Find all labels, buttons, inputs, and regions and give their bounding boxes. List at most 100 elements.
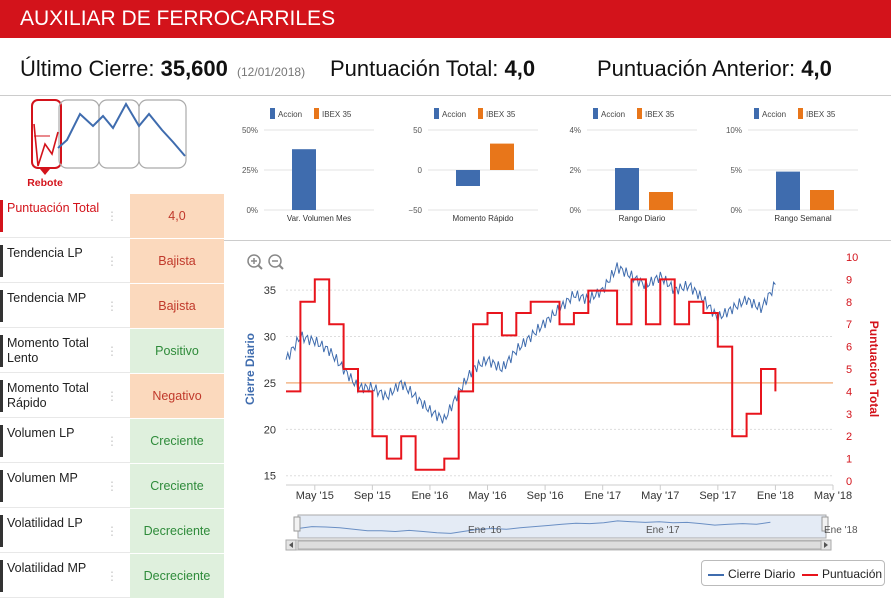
- info-icon[interactable]: ⋮: [106, 209, 114, 223]
- prev-score-label: Puntuación Anterior:: [597, 56, 795, 81]
- info-icon[interactable]: ⋮: [106, 569, 114, 583]
- legend-swatch-close: [708, 574, 724, 576]
- pattern-box: [139, 100, 186, 168]
- indicator-value: 4,0: [130, 194, 224, 238]
- x-tick-label: Ene '17: [584, 490, 621, 502]
- info-icon[interactable]: ⋮: [106, 479, 114, 493]
- total-score-value: 4,0: [505, 56, 536, 81]
- total-score-label: Puntuación Total:: [330, 56, 498, 81]
- y-tick-label: 50: [413, 126, 422, 135]
- y-tick-label: 0: [418, 166, 423, 175]
- bar-accion[interactable]: [615, 168, 639, 210]
- indicator-label: Volumen MP: [7, 471, 102, 486]
- mini-chart-title: Momento Rápido: [453, 214, 514, 223]
- bar-accion[interactable]: [292, 149, 316, 210]
- series-close-line[interactable]: [286, 263, 775, 424]
- navigator-left-handle[interactable]: [294, 517, 300, 531]
- pattern-pointer-icon: [40, 169, 50, 175]
- bar-ibex[interactable]: [490, 144, 514, 170]
- pattern-box: [99, 100, 139, 168]
- legend-swatch: [754, 108, 759, 119]
- info-icon[interactable]: ⋮: [106, 389, 114, 403]
- info-icon[interactable]: ⋮: [106, 524, 114, 538]
- legend-label: Accion: [601, 110, 625, 119]
- y-tick-label: 0%: [246, 206, 258, 215]
- legend-label: Accion: [278, 110, 302, 119]
- y-left-tick-label: 20: [264, 424, 276, 436]
- y-left-tick-label: 25: [264, 378, 276, 390]
- pattern-sparkline-icon: Rebote: [0, 96, 224, 194]
- indicator-row: Volatilidad LP⋮Decreciente: [0, 509, 224, 553]
- legend-swatch: [798, 108, 803, 119]
- y-right-tick-label: 0: [846, 476, 852, 488]
- pattern-label: Rebote: [27, 177, 63, 189]
- bar-ibex[interactable]: [810, 190, 834, 210]
- prev-score: Puntuación Anterior: 4,0: [597, 56, 832, 82]
- navigator-label: Ene '17: [646, 525, 680, 536]
- legend-label: IBEX 35: [645, 110, 675, 119]
- bar-accion[interactable]: [456, 170, 480, 186]
- y-right-axis-title: Puntuacion Total: [867, 321, 881, 417]
- mini-chart-title: Rango Diario: [619, 214, 666, 223]
- legend-item-score[interactable]: Puntuación: [802, 567, 882, 581]
- info-icon[interactable]: ⋮: [106, 434, 114, 448]
- x-tick-label: Ene '18: [757, 490, 794, 502]
- pattern-thumbnail[interactable]: Rebote: [0, 96, 224, 194]
- y-tick-label: 0%: [569, 206, 581, 215]
- pattern-box: [59, 100, 99, 168]
- indicator-marker: [0, 290, 3, 322]
- indicator-row: Volumen LP⋮Creciente: [0, 419, 224, 463]
- last-close-label: Último Cierre:: [20, 56, 154, 81]
- y-tick-label: 50%: [242, 126, 258, 135]
- bar-ibex[interactable]: [649, 192, 673, 210]
- y-tick-label: 25%: [242, 166, 258, 175]
- series-score-line[interactable]: [286, 279, 775, 469]
- zoom-out-handle-icon: [279, 265, 283, 269]
- indicator-label: Momento Total Rápido: [7, 381, 102, 411]
- y-tick-label: 10%: [726, 126, 742, 135]
- navigator-window[interactable]: [298, 515, 826, 538]
- legend-swatch: [434, 108, 439, 119]
- y-right-tick-label: 6: [846, 342, 852, 354]
- summary-bar: Último Cierre: 35,600 (12/01/2018) Puntu…: [0, 38, 891, 96]
- y-tick-label: 4%: [569, 126, 581, 135]
- indicator-row: Momento Total Rápido⋮Negativo: [0, 374, 224, 418]
- navigator-label: Ene '18: [824, 525, 858, 536]
- y-right-tick-label: 3: [846, 409, 852, 421]
- scrollbar-thumb[interactable]: [298, 541, 826, 549]
- indicator-row: Tendencia MP⋮Bajista: [0, 284, 224, 328]
- y-right-tick-label: 10: [846, 252, 858, 264]
- chart-legend: Cierre Diario Puntuación: [701, 560, 885, 586]
- total-score: Puntuación Total: 4,0: [330, 56, 535, 82]
- info-icon[interactable]: ⋮: [106, 254, 114, 268]
- legend-item-close[interactable]: Cierre Diario: [708, 567, 795, 581]
- y-left-tick-label: 15: [264, 471, 276, 483]
- y-tick-label: 5%: [730, 166, 742, 175]
- zoom-in-handle-icon: [258, 265, 262, 269]
- x-tick-label: May '18: [814, 490, 852, 502]
- x-tick-label: Sep '17: [699, 490, 736, 502]
- indicator-marker: [0, 380, 3, 412]
- y-right-tick-label: 1: [846, 454, 852, 466]
- mini-chart-title: Var. Volumen Mes: [287, 214, 351, 223]
- last-close-date: (12/01/2018): [237, 65, 305, 79]
- info-icon[interactable]: ⋮: [106, 299, 114, 313]
- y-tick-label: −50: [408, 206, 422, 215]
- indicator-marker: [0, 425, 3, 457]
- indicator-label: Volatilidad LP: [7, 516, 102, 531]
- indicator-value: Bajista: [130, 239, 224, 283]
- info-icon[interactable]: ⋮: [106, 344, 114, 358]
- bar-accion[interactable]: [776, 172, 800, 210]
- indicator-label: Tendencia LP: [7, 246, 102, 261]
- legend-label-close: Cierre Diario: [728, 567, 795, 581]
- indicator-row: Puntuación Total⋮4,0: [0, 194, 224, 238]
